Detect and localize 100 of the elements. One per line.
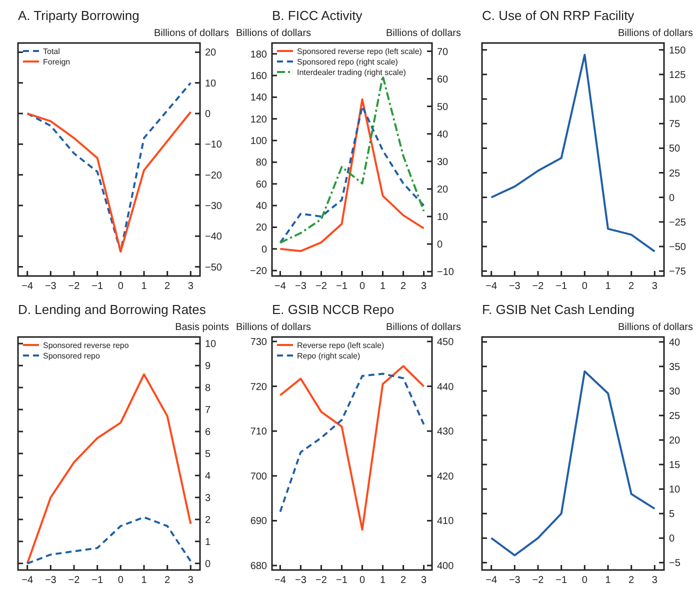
y-tick-label: 140 <box>250 92 268 104</box>
y2-tick-label: 450 <box>437 336 454 348</box>
x-tick-label: 1 <box>605 575 612 586</box>
y2-tick-label: 75 <box>669 119 681 130</box>
x-tick-label: −3 <box>508 281 521 292</box>
legend-label: Sponsored repo (right scale) <box>297 57 398 66</box>
x-tick-label: −4 <box>486 575 498 586</box>
y-axis-title: Billions of dollars <box>236 28 312 39</box>
y2-tick-label: 420 <box>437 471 454 482</box>
y2-tick-label: −5 <box>669 558 681 570</box>
y2-tick-label: 50 <box>669 144 681 155</box>
x-tick-label: −4 <box>274 281 286 292</box>
x-tick-label: 2 <box>164 281 171 292</box>
x-tick-label: 1 <box>380 575 386 586</box>
line-series <box>279 75 425 244</box>
x-tick-label: 0 <box>582 575 588 586</box>
x-tick-label: 1 <box>605 281 612 292</box>
y2-tick-label: 50 <box>437 102 449 113</box>
x-tick-label: 3 <box>421 575 428 586</box>
x-tick-label: 2 <box>400 281 406 292</box>
legend-label: Interdealer trading (right scale) <box>297 68 406 77</box>
chart-title: F. GSIB Net Cash Lending <box>482 302 634 317</box>
legend-label: Repo (right scale) <box>297 351 360 360</box>
y-tick-label: 730 <box>250 336 268 348</box>
y-tick-label: 60 <box>256 179 268 190</box>
line-series <box>26 110 192 252</box>
x-tick-label: −4 <box>486 281 498 292</box>
y-tick-label: 720 <box>250 382 268 393</box>
x-tick-label: −3 <box>295 575 307 586</box>
y2-tick-label: 6 <box>205 427 211 438</box>
y-tick-label: 120 <box>250 114 268 126</box>
y2-tick-label: 5 <box>669 509 675 520</box>
x-tick-label: −3 <box>508 575 521 586</box>
y-tick-label: 680 <box>250 561 268 572</box>
x-tick-label: 2 <box>628 575 635 586</box>
chart-title: B. FICC Activity <box>272 8 363 23</box>
y-tick-label: 20 <box>256 222 268 234</box>
y2-axis-title: Billions of dollars <box>154 28 229 39</box>
y2-tick-label: −50 <box>669 242 686 254</box>
y2-tick-label: 35 <box>669 362 681 373</box>
y2-tick-label: 5 <box>205 449 211 460</box>
y2-tick-label: 10 <box>437 212 449 224</box>
y2-tick-label: −20 <box>205 170 222 182</box>
y2-tick-label: 430 <box>437 426 454 438</box>
x-tick-label: −2 <box>316 281 328 292</box>
x-tick-label: 3 <box>652 575 658 586</box>
y2-tick-label: 15 <box>669 460 681 472</box>
y2-axis-title: Billions of dollars <box>618 322 693 333</box>
x-tick-label: 3 <box>421 281 428 292</box>
y2-tick-label: 4 <box>205 470 211 482</box>
y2-tick-label: 2 <box>205 514 211 526</box>
y2-tick-label: 0 <box>205 109 211 120</box>
x-tick-label: −1 <box>556 575 568 586</box>
y2-tick-label: 40 <box>669 337 681 348</box>
y2-tick-label: −10 <box>205 140 222 151</box>
chart-title: A. Triparty Borrowing <box>18 8 140 23</box>
y2-tick-label: 7 <box>205 405 211 416</box>
line-series <box>490 54 656 252</box>
x-tick-label: 3 <box>188 281 194 292</box>
x-tick-label: −4 <box>22 281 34 292</box>
y2-tick-label: 25 <box>669 168 681 180</box>
y2-tick-label: 0 <box>437 240 443 251</box>
y2-tick-label: 30 <box>669 386 681 398</box>
x-tick-label: −1 <box>336 281 348 292</box>
y2-tick-label: 70 <box>437 46 449 58</box>
x-tick-label: 0 <box>582 281 588 292</box>
y2-tick-label: 400 <box>437 561 454 572</box>
legend-label: Sponsored reverse repo <box>43 340 130 350</box>
y2-tick-label: 20 <box>437 184 449 196</box>
y2-tick-label: 9 <box>205 361 211 372</box>
y2-tick-label: 0 <box>669 534 675 545</box>
x-tick-label: 0 <box>359 281 366 292</box>
chart-title: D. Lending and Borrowing Rates <box>18 302 206 317</box>
y2-tick-label: 25 <box>669 410 681 422</box>
y-tick-label: −20 <box>250 266 268 278</box>
x-tick-label: 3 <box>652 281 658 292</box>
y2-tick-label: 440 <box>437 382 454 393</box>
y2-tick-label: −75 <box>669 266 686 278</box>
y-tick-label: 710 <box>250 426 268 438</box>
y2-tick-label: 20 <box>669 436 681 447</box>
y-tick-label: 160 <box>250 71 268 82</box>
y2-tick-label: 0 <box>669 192 675 204</box>
y-tick-label: 690 <box>250 516 268 528</box>
y2-tick-label: −40 <box>205 232 222 243</box>
y2-axis-title: Billions of dollars <box>618 28 693 39</box>
y-tick-label: 0 <box>261 244 268 256</box>
line-series <box>490 370 656 556</box>
x-tick-label: 1 <box>380 281 386 292</box>
y2-tick-label: 125 <box>669 70 686 81</box>
y2-tick-label: 30 <box>437 156 449 168</box>
x-tick-label: 3 <box>188 575 194 586</box>
y-tick-label: 100 <box>250 136 268 148</box>
x-tick-label: 0 <box>118 575 124 586</box>
y2-tick-label: 1 <box>205 536 211 548</box>
chart-title: E. GSIB NCCB Repo <box>272 302 394 317</box>
y-axis-title: Billions of dollars <box>236 322 312 333</box>
x-tick-label: −1 <box>92 281 104 292</box>
y2-tick-label: −50 <box>205 262 222 274</box>
y2-tick-label: −25 <box>669 217 686 228</box>
y2-axis-title: Basis points <box>175 322 229 333</box>
